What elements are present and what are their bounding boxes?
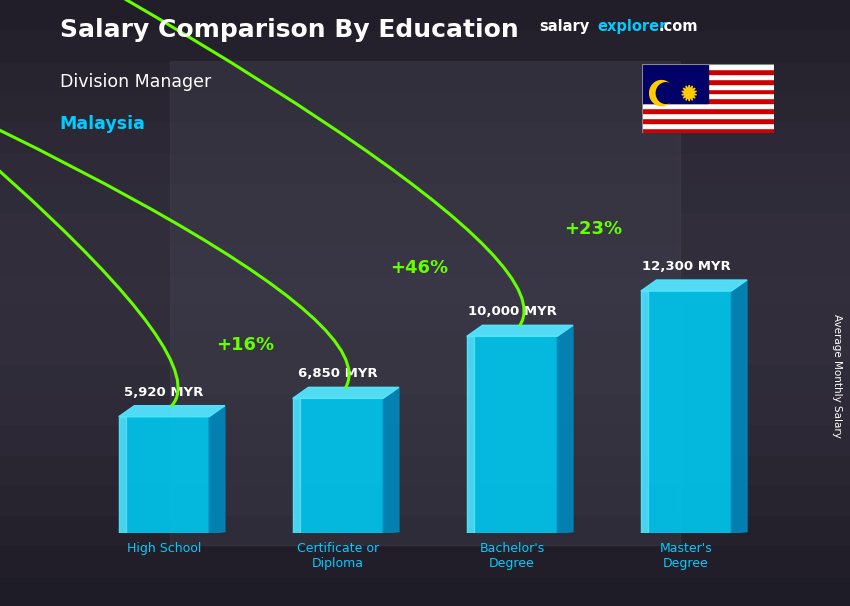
Polygon shape xyxy=(119,417,126,533)
Polygon shape xyxy=(649,81,673,105)
Text: +46%: +46% xyxy=(390,259,448,277)
Bar xyxy=(642,128,774,133)
Bar xyxy=(642,68,774,73)
Polygon shape xyxy=(467,336,558,533)
Text: 12,300 MYR: 12,300 MYR xyxy=(642,260,730,273)
Polygon shape xyxy=(467,325,573,336)
Bar xyxy=(642,84,774,88)
Bar xyxy=(642,98,774,104)
Polygon shape xyxy=(641,291,731,533)
Polygon shape xyxy=(119,417,209,533)
Polygon shape xyxy=(682,85,696,101)
Polygon shape xyxy=(641,280,747,291)
Bar xyxy=(642,118,774,124)
Bar xyxy=(642,64,707,104)
Text: +23%: +23% xyxy=(564,220,622,238)
Text: 5,920 MYR: 5,920 MYR xyxy=(124,385,204,399)
Text: salary: salary xyxy=(540,19,590,35)
Bar xyxy=(642,113,774,118)
Polygon shape xyxy=(641,291,648,533)
Polygon shape xyxy=(292,387,399,398)
Text: explorer: explorer xyxy=(598,19,667,35)
Bar xyxy=(642,124,774,128)
Text: Division Manager: Division Manager xyxy=(60,73,211,91)
Polygon shape xyxy=(119,405,225,417)
Polygon shape xyxy=(292,398,383,533)
Text: Salary Comparison By Education: Salary Comparison By Education xyxy=(60,18,519,42)
Bar xyxy=(642,108,774,113)
Bar xyxy=(642,73,774,79)
Text: +16%: +16% xyxy=(216,336,274,355)
Bar xyxy=(642,104,774,108)
Polygon shape xyxy=(731,280,747,533)
Polygon shape xyxy=(209,405,225,533)
Bar xyxy=(642,64,774,68)
Text: 6,850 MYR: 6,850 MYR xyxy=(298,367,377,380)
Text: 10,000 MYR: 10,000 MYR xyxy=(468,305,557,318)
Polygon shape xyxy=(656,83,676,104)
Polygon shape xyxy=(558,325,573,533)
Polygon shape xyxy=(292,398,300,533)
Bar xyxy=(642,93,774,98)
Polygon shape xyxy=(383,387,399,533)
Bar xyxy=(642,88,774,93)
Bar xyxy=(642,79,774,84)
Text: Average Monthly Salary: Average Monthly Salary xyxy=(832,314,842,438)
Text: Malaysia: Malaysia xyxy=(60,115,145,133)
Text: .com: .com xyxy=(659,19,698,35)
Polygon shape xyxy=(467,336,473,533)
